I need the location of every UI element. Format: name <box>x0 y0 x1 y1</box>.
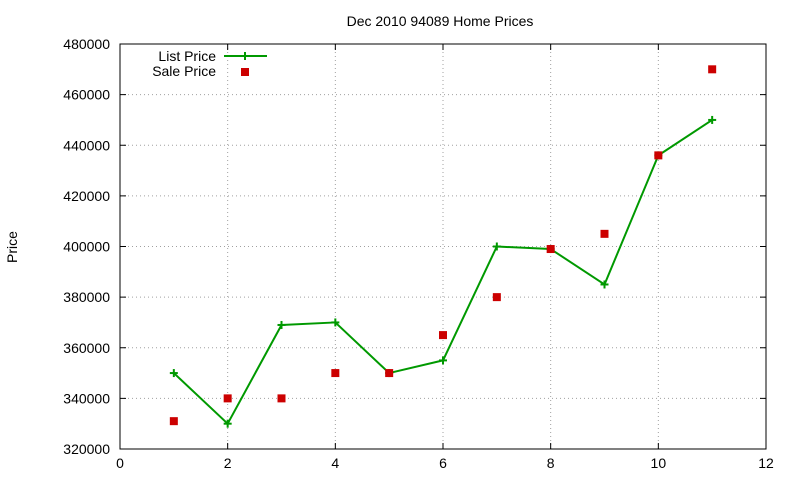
chart-title: Dec 2010 94089 Home Prices <box>347 13 534 29</box>
x-tick-label: 8 <box>547 455 555 471</box>
sale-price-point <box>600 229 609 238</box>
sale-price-point <box>492 293 501 302</box>
list-price-point <box>708 115 717 124</box>
x-tick-label: 10 <box>651 455 667 471</box>
list-price-line <box>173 119 713 425</box>
sale-price-point <box>546 245 555 254</box>
plot-area-border <box>119 43 767 450</box>
list-price-point <box>439 356 447 365</box>
sale-price-point <box>385 369 394 378</box>
sale-price-point <box>169 417 178 426</box>
grid-lines <box>120 44 766 449</box>
x-tick-label: 2 <box>224 455 232 471</box>
x-tick-label: 0 <box>116 455 124 471</box>
sale-price-point <box>277 394 286 403</box>
legend-swatch-list-price <box>224 52 267 60</box>
legend-label-sale-price: Sale Price <box>152 63 216 79</box>
series-layer <box>169 65 717 428</box>
y-tick-label: 360000 <box>63 340 110 356</box>
sale-price-point <box>708 65 717 74</box>
sale-price-point <box>439 331 447 340</box>
legend-label-list-price: List Price <box>158 48 216 64</box>
x-tick-label: 12 <box>758 455 774 471</box>
list-price-point <box>277 320 286 329</box>
y-tick-label: 380000 <box>63 289 110 305</box>
tick-labels: 0 2 4 6 8 10 12 320000 340000 360000 380000 400000 4… <box>63 36 774 471</box>
sale-price-point <box>223 394 232 403</box>
sale-price-point <box>654 151 663 160</box>
y-tick-label: 340000 <box>63 390 110 406</box>
y-tick-label: 480000 <box>63 36 110 52</box>
legend-marker-sample <box>241 52 249 60</box>
x-tick-label: 6 <box>439 455 447 471</box>
y-tick-label: 320000 <box>63 441 110 457</box>
y-tick-label: 440000 <box>63 137 110 153</box>
legend-swatch-sale-price <box>241 68 249 76</box>
list-price-point <box>169 369 178 378</box>
sale-price-point <box>331 369 340 378</box>
y-axis-label: Price <box>4 231 20 263</box>
list-price-point <box>223 419 232 428</box>
y-tick-label: 400000 <box>63 239 110 255</box>
legend-marker-sample <box>241 68 249 76</box>
x-tick-label: 4 <box>331 455 339 471</box>
list-price-point <box>331 318 340 327</box>
legend: List Price Sale Price <box>152 48 267 79</box>
y-tick-label: 420000 <box>63 188 110 204</box>
list-price-point <box>600 280 609 289</box>
list-price-point <box>492 242 501 251</box>
y-tick-label: 460000 <box>63 87 110 103</box>
